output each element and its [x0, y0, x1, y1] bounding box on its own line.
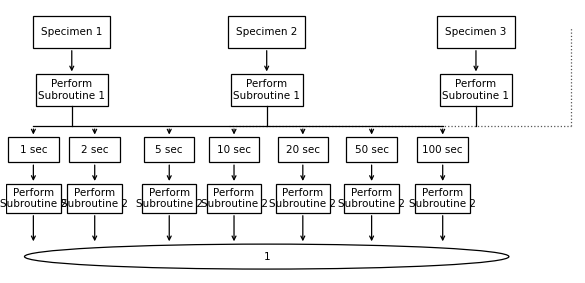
Bar	[8, 137, 58, 162]
Text: Perform
Subroutine 2: Perform Subroutine 2	[0, 188, 67, 209]
Bar	[231, 74, 302, 106]
Bar	[209, 137, 259, 162]
Bar	[33, 16, 111, 48]
Bar	[440, 74, 512, 106]
Bar	[418, 137, 468, 162]
Text: 10 sec: 10 sec	[217, 145, 251, 155]
Ellipse shape	[25, 244, 509, 269]
Text: 100 sec: 100 sec	[422, 145, 463, 155]
Text: Perform
Subroutine 2: Perform Subroutine 2	[201, 188, 267, 209]
Text: Perform
Subroutine 2: Perform Subroutine 2	[409, 188, 476, 209]
Text: Specimen 1: Specimen 1	[41, 27, 102, 37]
Text: 1 sec: 1 sec	[20, 145, 47, 155]
Text: 1: 1	[263, 252, 270, 261]
Bar	[276, 184, 330, 213]
Bar	[36, 74, 108, 106]
Text: Perform
Subroutine 2: Perform Subroutine 2	[61, 188, 128, 209]
Text: 2 sec: 2 sec	[81, 145, 108, 155]
Text: Specimen 3: Specimen 3	[445, 27, 507, 37]
Bar	[437, 16, 515, 48]
Text: 5 sec: 5 sec	[156, 145, 183, 155]
Bar	[6, 184, 61, 213]
Text: Specimen 2: Specimen 2	[236, 27, 297, 37]
Bar	[415, 184, 470, 213]
Text: Perform
Subroutine 2: Perform Subroutine 2	[136, 188, 203, 209]
Bar	[207, 184, 261, 213]
Text: 20 sec: 20 sec	[286, 145, 320, 155]
Text: Perform
Subroutine 1: Perform Subroutine 1	[442, 80, 510, 101]
Text: Perform
Subroutine 2: Perform Subroutine 2	[269, 188, 336, 209]
Text: Perform
Subroutine 1: Perform Subroutine 1	[38, 80, 105, 101]
Bar	[228, 16, 305, 48]
Bar	[142, 184, 197, 213]
Bar	[67, 184, 122, 213]
Bar	[70, 137, 120, 162]
Bar	[345, 184, 399, 213]
Bar	[278, 137, 328, 162]
Text: Perform
Subroutine 1: Perform Subroutine 1	[233, 80, 300, 101]
Text: 50 sec: 50 sec	[355, 145, 388, 155]
Text: Perform
Subroutine 2: Perform Subroutine 2	[338, 188, 405, 209]
Bar	[144, 137, 194, 162]
Bar	[346, 137, 397, 162]
